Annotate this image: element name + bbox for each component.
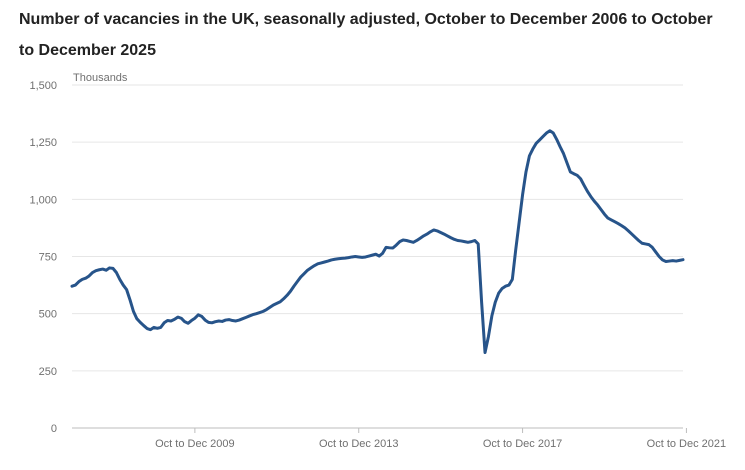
y-axis: 0 250 500 750 1,000 1,250 1,500 bbox=[29, 80, 57, 435]
y-tick-label: 250 bbox=[39, 366, 57, 378]
y-axis-unit-label: Thousands bbox=[73, 72, 128, 84]
y-tick-label: 0 bbox=[51, 423, 57, 435]
x-tick-label: Oct to Dec 2021 bbox=[647, 438, 727, 450]
y-tick-label: 500 bbox=[39, 309, 57, 321]
y-tick-label: 1,000 bbox=[29, 194, 57, 206]
x-axis: Oct to Dec 2009 Oct to Dec 2013 Oct to Dec… bbox=[155, 428, 727, 450]
series-line-vacancies bbox=[70, 129, 685, 355]
gridlines bbox=[72, 84, 683, 372]
x-tick-label: Oct to Dec 2013 bbox=[319, 438, 399, 450]
chart-title: Number of vacancies in the UK, seasonall… bbox=[19, 11, 713, 59]
y-tick-label: 1,500 bbox=[29, 80, 57, 92]
y-tick-label: 750 bbox=[39, 252, 57, 264]
x-tick-label: Oct to Dec 2017 bbox=[483, 438, 563, 450]
y-tick-label: 1,250 bbox=[29, 137, 57, 149]
x-tick-label: Oct to Dec 2009 bbox=[155, 438, 235, 450]
